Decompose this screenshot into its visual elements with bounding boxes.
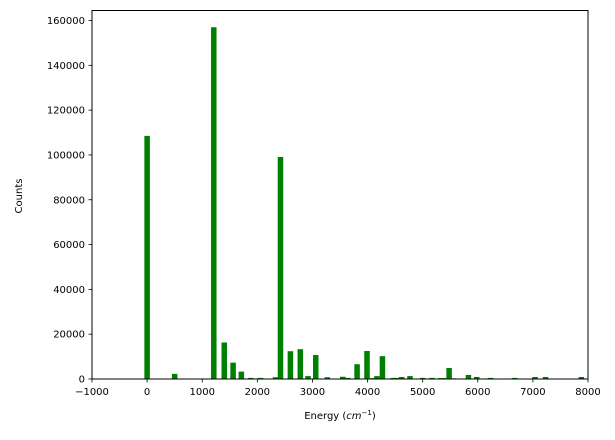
- y-tick-label: 160000: [47, 16, 85, 27]
- y-tick-label: 60000: [53, 240, 85, 251]
- y-tick-label: 120000: [47, 106, 85, 117]
- x-tick-label: 6000: [465, 387, 490, 398]
- y-tick-label: 40000: [53, 285, 85, 296]
- histogram-bar: [247, 377, 254, 379]
- histogram-bar: [532, 376, 538, 379]
- histogram-bar: [364, 350, 370, 379]
- bars-group: [144, 27, 585, 379]
- histogram-bar: [379, 356, 386, 379]
- y-tick-label: 0: [79, 375, 85, 386]
- y-tick-label: 80000: [53, 195, 85, 206]
- histogram-bar: [171, 373, 178, 379]
- x-tick-label: 4000: [355, 387, 380, 398]
- histogram-bar: [257, 377, 264, 379]
- histogram-bar: [465, 374, 472, 379]
- histogram-bar: [398, 376, 405, 379]
- histogram-bar: [578, 376, 585, 379]
- histogram-bar: [542, 376, 549, 379]
- x-axis-ticks: −1000 0 1000 2000 3000 4000 5000 6000 7000 8000: [75, 379, 601, 398]
- histogram-bar: [287, 351, 294, 379]
- histogram-bar: [230, 362, 236, 379]
- histogram-bar: [340, 376, 346, 379]
- histogram-bar: [324, 377, 331, 379]
- histogram-bar: [313, 355, 319, 379]
- histogram-bar: [144, 135, 150, 379]
- histogram-bar: [487, 377, 494, 379]
- histogram-bar: [305, 376, 311, 379]
- x-tick-label: 1000: [189, 387, 214, 398]
- histogram-bar: [473, 376, 480, 379]
- histogram-bar: [221, 342, 228, 379]
- y-axis-label: Counts: [14, 179, 25, 214]
- histogram-bar: [395, 377, 402, 379]
- x-tick-label: 3000: [300, 387, 325, 398]
- y-tick-label: 20000: [53, 330, 85, 341]
- x-axis-label: Energy (cm−1): [304, 409, 376, 422]
- histogram-bar: [390, 377, 397, 379]
- histogram-bar: [419, 377, 426, 379]
- histogram-bar: [211, 27, 217, 379]
- histogram-bar: [238, 371, 245, 379]
- histogram-bar: [446, 368, 452, 379]
- histogram-bar: [374, 376, 380, 379]
- histogram-bar: [272, 377, 279, 379]
- x-tick-label: 0: [144, 387, 150, 398]
- histogram-bar: [429, 377, 435, 379]
- x-tick-label: 7000: [520, 387, 545, 398]
- histogram-bar: [354, 364, 360, 379]
- y-axis-ticks: 0 20000 40000 60000 80000 100000 120000 140000 1…: [47, 16, 92, 386]
- x-tick-label: 2000: [245, 387, 270, 398]
- y-tick-label: 100000: [47, 150, 85, 161]
- histogram-bar: [344, 377, 351, 379]
- y-tick-label: 140000: [47, 61, 85, 72]
- x-tick-label: 8000: [575, 387, 600, 398]
- histogram-bar: [277, 156, 284, 379]
- plot-area-frame: [91, 10, 589, 380]
- x-tick-label: −1000: [75, 387, 109, 398]
- histogram-bar: [407, 376, 413, 379]
- x-tick-label: 5000: [410, 387, 435, 398]
- histogram-bar: [297, 349, 304, 379]
- histogram-bar: [511, 377, 518, 379]
